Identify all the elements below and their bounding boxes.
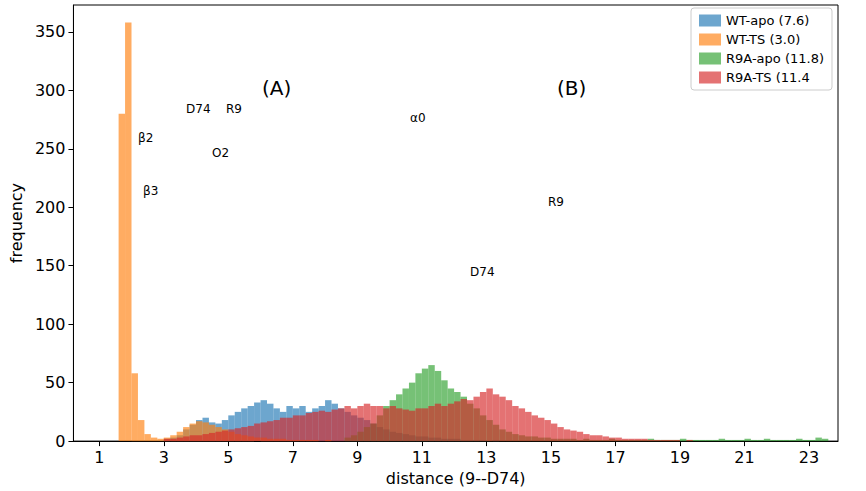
svg-text:frequency: frequency [7, 183, 26, 263]
svg-text:R9: R9 [548, 195, 564, 209]
svg-text:β3: β3 [143, 184, 158, 198]
svg-text:1: 1 [94, 448, 104, 467]
svg-text:300: 300 [35, 81, 66, 100]
svg-text:β2: β2 [138, 131, 153, 145]
svg-text:250: 250 [35, 139, 66, 158]
svg-text:R9A-apo (11.8): R9A-apo (11.8) [726, 51, 824, 66]
svg-text:(A): (A) [262, 76, 291, 100]
svg-text:17: 17 [605, 448, 625, 467]
svg-text:50: 50 [45, 373, 65, 392]
svg-text:R9A-TS (11.4: R9A-TS (11.4 [726, 70, 810, 85]
svg-text:(B): (B) [557, 76, 586, 100]
svg-text:D74: D74 [470, 265, 495, 279]
svg-text:9: 9 [352, 448, 362, 467]
svg-text:19: 19 [670, 448, 690, 467]
svg-text:R9: R9 [226, 102, 242, 116]
svg-text:O2: O2 [212, 146, 229, 160]
svg-text:3: 3 [159, 448, 169, 467]
svg-text:7: 7 [288, 448, 298, 467]
svg-text:WT-TS (3.0): WT-TS (3.0) [726, 32, 800, 47]
svg-text:13: 13 [476, 448, 496, 467]
svg-text:5: 5 [223, 448, 233, 467]
svg-text:WT-apo (7.6): WT-apo (7.6) [726, 13, 809, 28]
svg-text:D74: D74 [186, 102, 211, 116]
svg-text:15: 15 [541, 448, 561, 467]
svg-text:distance (9--D74): distance (9--D74) [386, 469, 526, 488]
svg-text:21: 21 [734, 448, 754, 467]
svg-text:0: 0 [55, 432, 65, 451]
svg-text:350: 350 [35, 22, 66, 41]
svg-text:200: 200 [35, 198, 66, 217]
svg-text:α0: α0 [410, 111, 426, 125]
svg-text:100: 100 [35, 315, 66, 334]
svg-text:11: 11 [412, 448, 432, 467]
svg-text:23: 23 [799, 448, 819, 467]
svg-text:150: 150 [35, 256, 66, 275]
